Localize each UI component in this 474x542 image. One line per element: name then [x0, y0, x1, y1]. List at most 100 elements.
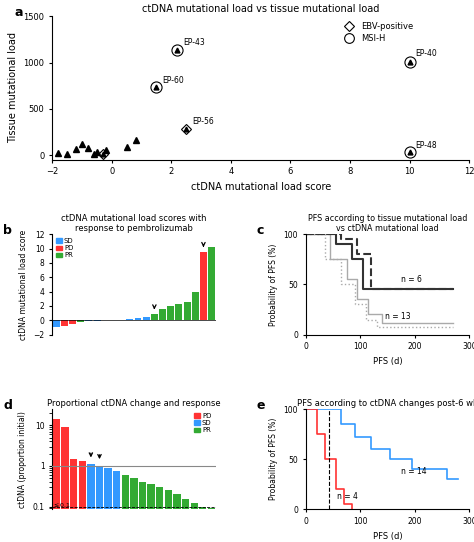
Line: Tissue ML-L: Tissue ML-L: [306, 234, 453, 322]
Decreasing ctDNA: [368, 446, 374, 453]
Bar: [208, 247, 215, 320]
Bar: [191, 504, 198, 542]
Text: n = 6: n = 6: [401, 275, 422, 285]
ctDNA ML-L: [374, 323, 379, 330]
Line: ctDNA ML-L: ctDNA ML-L: [306, 234, 453, 326]
ctDNA ML-H: [450, 286, 456, 293]
Bar: [62, 427, 69, 542]
Bar: [139, 482, 146, 542]
ctDNA ML-H: [303, 231, 309, 237]
ctDNA ML-H: [368, 286, 374, 293]
Decreasing ctDNA: [326, 406, 331, 412]
Bar: [164, 491, 172, 542]
Line: Decreasing ctDNA: Decreasing ctDNA: [306, 409, 458, 479]
Legend: EBV-positive, MSI-H: EBV-positive, MSI-H: [339, 21, 415, 44]
Bar: [70, 459, 77, 542]
Increasing ctDNA: [314, 431, 319, 437]
Bar: [192, 292, 199, 320]
Y-axis label: Probability of PFS (%): Probability of PFS (%): [269, 243, 278, 326]
Y-axis label: ctDNA (proportion initial): ctDNA (proportion initial): [18, 411, 27, 508]
ctDNA ML-L: [363, 316, 368, 322]
ctDNA ML-L: [450, 323, 456, 330]
Bar: [53, 420, 60, 542]
ctDNA ML-L: [303, 231, 309, 237]
Text: c: c: [256, 224, 264, 237]
Bar: [183, 302, 191, 320]
Bar: [130, 478, 137, 542]
X-axis label: ctDNA mutational load score: ctDNA mutational load score: [191, 182, 331, 192]
Bar: [96, 466, 103, 542]
Title: ctDNA mutational load scores with
response to pembrolizumab: ctDNA mutational load scores with respon…: [61, 214, 207, 234]
Bar: [87, 464, 94, 542]
Y-axis label: Probability of PFS (%): Probability of PFS (%): [269, 418, 278, 500]
Bar: [147, 485, 155, 542]
Decreasing ctDNA: [338, 421, 344, 428]
Decreasing ctDNA: [456, 476, 461, 482]
Text: b: b: [3, 224, 12, 237]
Y-axis label: Tissue mutational load: Tissue mutational load: [8, 33, 18, 144]
Bar: [208, 508, 215, 542]
Tissue ML-H: [360, 286, 366, 293]
Text: EP-43: EP-43: [183, 38, 205, 47]
Text: a: a: [15, 6, 23, 19]
Bar: [61, 320, 68, 326]
Bar: [118, 319, 125, 320]
Tissue ML-L: [379, 319, 385, 326]
Bar: [85, 320, 92, 321]
Bar: [200, 252, 207, 320]
Decreasing ctDNA: [303, 406, 309, 412]
Tissue ML-L: [365, 311, 371, 318]
Tissue ML-H: [450, 286, 456, 293]
Decreasing ctDNA: [409, 466, 415, 473]
Tissue ML-H: [333, 241, 338, 248]
Title: PFS according to tissue mutational load
vs ctDNA mutational load: PFS according to tissue mutational load …: [308, 214, 467, 234]
Tissue ML-H: [303, 231, 309, 237]
Decreasing ctDNA: [352, 434, 357, 441]
Bar: [53, 320, 60, 327]
Legend: PD, SD, PR: PD, SD, PR: [193, 412, 212, 434]
Title: Proportional ctDNA change and response: Proportional ctDNA change and response: [47, 399, 221, 408]
Bar: [173, 494, 181, 542]
Increasing ctDNA: [349, 506, 355, 513]
Tissue ML-L: [303, 231, 309, 237]
ctDNA ML-H: [355, 251, 360, 257]
Tissue ML-H: [349, 256, 355, 262]
Bar: [69, 320, 76, 324]
Bar: [122, 475, 129, 542]
Legend: SD, PD, PR: SD, PD, PR: [55, 237, 74, 259]
Increasing ctDNA: [333, 486, 338, 493]
Bar: [77, 320, 84, 322]
Tissue ML-L: [328, 256, 333, 262]
Bar: [175, 304, 182, 320]
Text: n = 14: n = 14: [401, 467, 427, 476]
Line: Increasing ctDNA: Increasing ctDNA: [306, 409, 352, 509]
X-axis label: PFS (d): PFS (d): [373, 532, 402, 541]
Line: Tissue ML-H: Tissue ML-H: [306, 234, 453, 289]
Text: EP-60: EP-60: [163, 76, 184, 85]
Line: ctDNA ML-H: ctDNA ML-H: [306, 234, 453, 289]
Bar: [104, 468, 112, 542]
Bar: [113, 471, 120, 542]
Increasing ctDNA: [303, 406, 309, 412]
Bar: [127, 319, 133, 320]
ctDNA ML-L: [338, 281, 344, 288]
Text: n = 4: n = 4: [337, 493, 358, 501]
Bar: [199, 507, 207, 542]
Increasing ctDNA: [322, 456, 328, 462]
Title: PFS according to ctDNA changes post-6 wk: PFS according to ctDNA changes post-6 wk: [297, 399, 474, 408]
Tissue ML-L: [355, 296, 360, 302]
Text: EP-56: EP-56: [192, 117, 214, 126]
Increasing ctDNA: [341, 501, 346, 508]
Bar: [182, 499, 189, 542]
Y-axis label: ctDNA mutational load score: ctDNA mutational load score: [19, 229, 28, 339]
Text: n = 13: n = 13: [385, 312, 410, 320]
Title: ctDNA mutational load vs tissue mutational load: ctDNA mutational load vs tissue mutation…: [142, 4, 379, 14]
Tissue ML-L: [450, 319, 456, 326]
ctDNA ML-L: [322, 256, 328, 262]
Bar: [143, 317, 150, 320]
Bar: [79, 461, 86, 542]
Bar: [159, 309, 166, 320]
Text: $\leq$0.1: $\leq$0.1: [52, 501, 71, 509]
Bar: [167, 306, 174, 320]
Decreasing ctDNA: [387, 456, 393, 462]
